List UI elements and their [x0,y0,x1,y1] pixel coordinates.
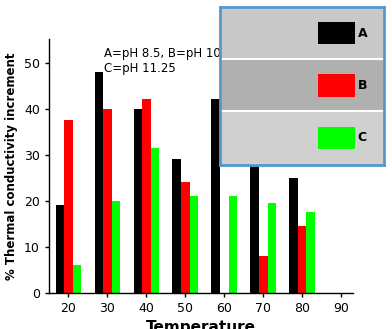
Bar [64,120,73,293]
Text: B: B [358,79,367,92]
Bar [289,178,298,293]
Bar [56,205,64,293]
Bar [134,109,142,293]
Bar [318,74,354,97]
Bar [259,256,267,293]
Bar [142,99,151,293]
Bar [211,99,220,293]
X-axis label: Temperature: Temperature [146,320,256,329]
Bar [172,159,181,293]
Bar [220,111,384,164]
Bar [250,81,259,293]
Text: A=pH 8.5, B=pH 10.0,
C=pH 11.25: A=pH 8.5, B=pH 10.0, C=pH 11.25 [103,47,235,75]
Bar [318,22,354,44]
Bar [229,196,237,293]
Bar [220,7,384,59]
Bar [307,212,315,293]
Y-axis label: % Thermal conductivity increment: % Thermal conductivity increment [5,52,18,280]
Bar [94,72,103,293]
Bar [103,109,112,293]
Bar [112,201,120,293]
Text: C: C [358,131,367,144]
Bar [220,59,384,111]
Bar [190,196,198,293]
Bar [151,148,159,293]
Bar [73,265,81,293]
Bar [181,182,190,293]
Bar [267,203,276,293]
Bar [318,127,354,149]
Bar [298,226,307,293]
Text: A: A [358,27,367,40]
